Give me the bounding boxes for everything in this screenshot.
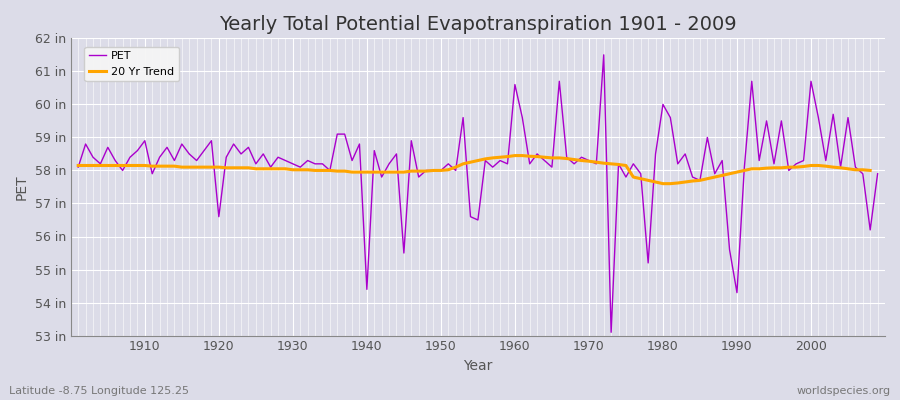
20 Yr Trend xyxy=(769,166,779,170)
PET xyxy=(598,52,609,57)
PET xyxy=(73,165,84,170)
Y-axis label: PET: PET xyxy=(15,174,29,200)
Title: Yearly Total Potential Evapotranspiration 1901 - 2009: Yearly Total Potential Evapotranspiratio… xyxy=(219,15,737,34)
Text: worldspecies.org: worldspecies.org xyxy=(796,386,891,396)
PET xyxy=(613,162,624,166)
20 Yr Trend xyxy=(783,165,794,170)
20 Yr Trend xyxy=(716,173,727,178)
Line: PET: PET xyxy=(78,55,878,332)
Line: 20 Yr Trend: 20 Yr Trend xyxy=(78,156,870,184)
20 Yr Trend xyxy=(865,168,876,173)
PET xyxy=(502,162,513,166)
PET xyxy=(295,165,306,170)
X-axis label: Year: Year xyxy=(464,359,492,373)
PET xyxy=(606,330,616,335)
20 Yr Trend xyxy=(73,163,84,168)
20 Yr Trend xyxy=(199,165,210,170)
Text: Latitude -8.75 Longitude 125.25: Latitude -8.75 Longitude 125.25 xyxy=(9,386,189,396)
PET xyxy=(872,171,883,176)
20 Yr Trend xyxy=(658,181,669,186)
PET xyxy=(509,82,520,87)
20 Yr Trend xyxy=(509,153,520,158)
PET xyxy=(339,132,350,136)
20 Yr Trend xyxy=(154,164,165,168)
Legend: PET, 20 Yr Trend: PET, 20 Yr Trend xyxy=(85,47,179,81)
20 Yr Trend xyxy=(443,167,454,172)
PET xyxy=(132,148,143,153)
